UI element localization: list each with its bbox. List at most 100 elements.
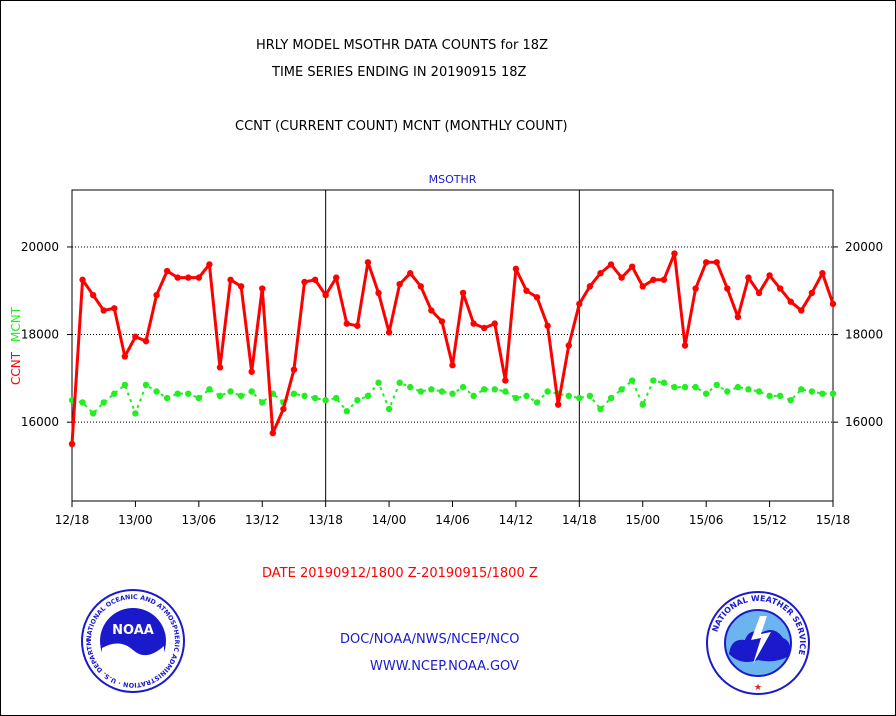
header-subtitle: TIME SERIES ENDING IN 20190915 18Z <box>272 65 527 80</box>
header-legend-description: CCNT (CURRENT COUNT) MCNT (MONTHLY COUNT… <box>235 119 568 134</box>
mcnt-point <box>227 388 234 395</box>
mcnt-point <box>333 394 340 402</box>
x-tick-label: 12/18 <box>55 513 90 527</box>
mcnt-point <box>671 383 678 391</box>
mcnt-point <box>660 379 668 386</box>
ccnt-point <box>407 270 414 277</box>
ccnt-point <box>607 261 615 268</box>
mcnt-point <box>491 386 498 393</box>
mcnt-point <box>89 410 97 417</box>
mcnt-point <box>724 388 731 395</box>
y-tick-label-left: 20000 <box>21 240 59 254</box>
mcnt-point <box>438 388 446 395</box>
mcnt-point <box>650 377 657 384</box>
ccnt-point <box>533 294 541 301</box>
ccnt-point <box>227 276 234 283</box>
ccnt-point <box>100 307 107 314</box>
ccnt-point <box>280 405 287 413</box>
y-tick-label-left: 18000 <box>21 328 59 342</box>
mcnt-point <box>481 386 488 393</box>
mcnt-point <box>185 390 192 397</box>
mcnt-point <box>396 379 403 386</box>
series-line-ccnt <box>70 252 835 445</box>
mcnt-point <box>206 386 213 393</box>
ccnt-point <box>385 329 393 336</box>
ccnt-point <box>819 270 826 277</box>
ccnt-point <box>671 250 678 257</box>
ccnt-point <box>491 320 498 327</box>
ccnt-point <box>142 337 150 345</box>
mcnt-point <box>776 392 784 400</box>
mcnt-point <box>195 394 203 402</box>
ccnt-point <box>333 274 340 281</box>
mcnt-point <box>639 401 646 408</box>
mcnt-point <box>364 392 372 400</box>
mcnt-point <box>132 410 139 417</box>
mcnt-point <box>142 381 150 389</box>
noaa-text: NOAA <box>112 623 154 638</box>
url-link[interactable]: WWW.NCEP.NOAA.GOV <box>370 659 519 674</box>
y-tick-label-right: 16000 <box>845 415 883 429</box>
chart-title: MSOTHR <box>429 173 477 186</box>
ccnt-point <box>375 289 382 297</box>
ccnt-point <box>354 322 361 329</box>
mcnt-point <box>755 388 763 395</box>
ccnt-point <box>829 300 837 308</box>
mcnt-point <box>692 383 699 391</box>
ccnt-point <box>554 401 562 408</box>
mcnt-point <box>343 408 351 415</box>
nws-logo: NATIONAL WEATHER SERVICE ★ <box>706 591 810 695</box>
ccnt-point <box>618 274 625 281</box>
mcnt-point <box>713 381 720 389</box>
mcnt-point <box>734 383 742 391</box>
mcnt-point <box>470 392 477 400</box>
x-tick-label: 15/12 <box>752 513 787 527</box>
ccnt-point <box>79 276 86 283</box>
mcnt-point <box>829 390 837 397</box>
ccnt-point <box>502 377 509 384</box>
mcnt-point <box>259 399 266 406</box>
header-title: HRLY MODEL MSOTHR DATA COUNTS for 18Z <box>256 38 548 53</box>
ccnt-point <box>311 276 319 283</box>
noaa-logo: NATIONAL OCEANIC AND ATMOSPHERIC ADMINIS… <box>80 588 185 693</box>
mcnt-point <box>407 383 414 391</box>
mcnt-point <box>502 388 509 395</box>
mcnt-point <box>544 388 551 395</box>
ccnt-point <box>713 259 720 266</box>
x-tick-label: 15/18 <box>816 513 851 527</box>
ccnt-point <box>808 289 816 297</box>
ccnt-point <box>153 291 160 299</box>
ccnt-point <box>798 307 805 314</box>
mcnt-point <box>111 390 118 397</box>
ccnt-point <box>724 285 731 292</box>
ccnt-point <box>322 291 329 299</box>
x-tick-label: 14/00 <box>372 513 407 527</box>
plot-area <box>71 189 834 502</box>
nws-star-icon: ★ <box>754 683 762 693</box>
ccnt-point <box>544 322 551 329</box>
x-tick-label: 15/06 <box>689 513 724 527</box>
x-tick-label: 14/06 <box>435 513 470 527</box>
ccnt-point <box>776 285 784 292</box>
ccnt-point <box>787 298 794 305</box>
mcnt-point <box>417 388 424 395</box>
ccnt-point <box>364 259 372 266</box>
mcnt-point <box>512 394 520 402</box>
mcnt-point <box>153 388 160 395</box>
ccnt-point <box>755 289 763 297</box>
mcnt-point <box>174 390 181 397</box>
mcnt-point <box>216 392 224 400</box>
mcnt-point <box>428 386 435 393</box>
y-tick-label-right: 18000 <box>845 328 883 342</box>
ccnt-point <box>681 342 689 349</box>
ccnt-point <box>470 320 477 327</box>
ccnt-point <box>269 429 277 437</box>
ccnt-point <box>766 272 773 279</box>
x-tick-label: 13/12 <box>245 513 280 527</box>
date-range: DATE 20190912/1800 Z-20190915/1800 Z <box>262 566 538 581</box>
ccnt-point <box>597 270 604 277</box>
y-axis-label-mcnt: MCNT <box>9 306 23 342</box>
ccnt-point <box>174 274 181 281</box>
x-tick-label: 15/00 <box>625 513 660 527</box>
